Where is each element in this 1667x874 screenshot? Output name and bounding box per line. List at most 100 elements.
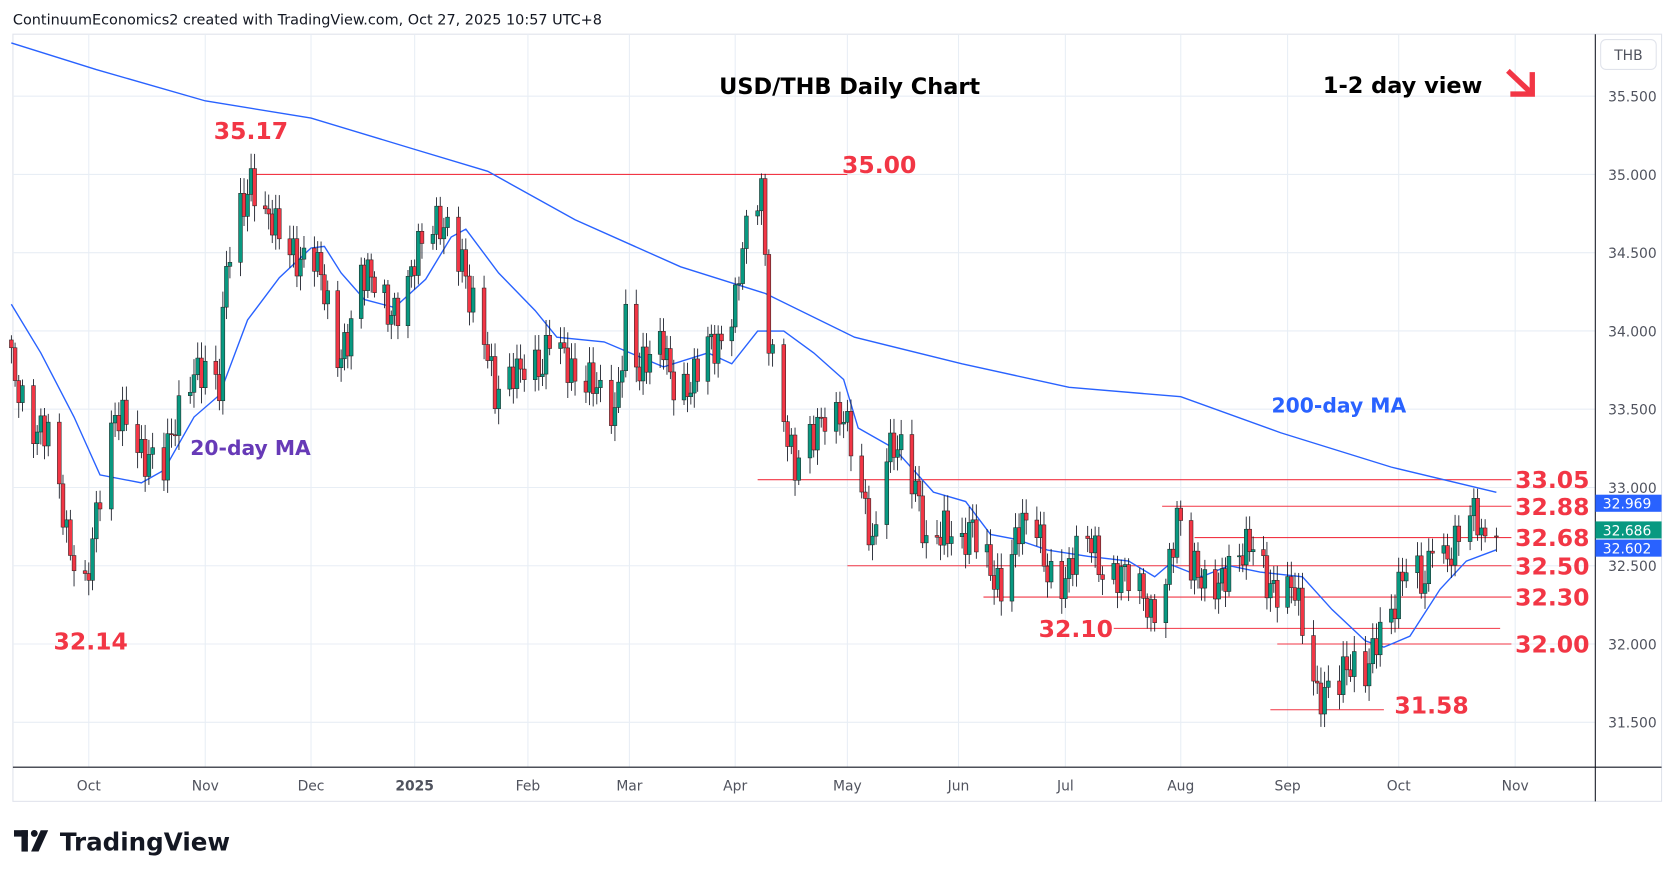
candle (685, 362, 690, 413)
candle (1167, 542, 1172, 591)
candle-body (870, 535, 875, 546)
candle (744, 209, 749, 264)
candle (1268, 569, 1273, 612)
candle-body (20, 385, 25, 403)
candle-body (1202, 569, 1208, 589)
candle (770, 339, 775, 367)
candle-body (619, 370, 625, 383)
candle-body (770, 344, 775, 354)
candle (419, 223, 425, 259)
candle (325, 280, 330, 320)
candle-body (623, 303, 628, 371)
candle (116, 402, 122, 441)
candle-body (514, 358, 520, 389)
candle-body (165, 433, 170, 481)
candle-body (1396, 571, 1401, 620)
candle-body (999, 568, 1004, 602)
candle (558, 327, 563, 365)
candle-body (744, 215, 749, 249)
candle (213, 345, 219, 390)
candle-body (1226, 555, 1232, 592)
time-tick-label: Mar (616, 779, 642, 795)
candle (938, 521, 943, 561)
candle (112, 402, 118, 437)
candle (511, 352, 516, 404)
candle (916, 465, 922, 512)
candle-body (715, 333, 721, 364)
candle (1300, 572, 1305, 644)
candle-body (262, 205, 268, 210)
candle-body (338, 358, 344, 369)
time-tick-label: Jul (1056, 779, 1074, 795)
candle (1013, 513, 1018, 568)
candle (395, 292, 401, 340)
candle (86, 562, 91, 596)
price-badge-label: 32.602 (1603, 541, 1652, 557)
tradingview-logo[interactable]: TradingView (13, 827, 230, 856)
candle-body (1145, 598, 1150, 618)
candle-body (572, 358, 578, 382)
candles (9, 153, 1499, 728)
candle (1115, 555, 1120, 609)
time-axis[interactable]: Oct Nov Dec 2025 Feb Mar Apr May Jun Jul Aug Sep Oct… (77, 779, 1529, 795)
candle (590, 347, 596, 407)
candle-body (1038, 524, 1043, 538)
candle-body (970, 519, 975, 523)
candle (959, 517, 965, 549)
candle-body (1152, 599, 1157, 623)
candle (1404, 558, 1409, 588)
candle (1020, 499, 1025, 555)
candle-body (1137, 573, 1142, 592)
candle-body (191, 374, 197, 393)
candle-body (252, 168, 257, 207)
candle (536, 335, 541, 391)
time-tick-label: Aug (1167, 779, 1194, 795)
candle (1378, 607, 1383, 667)
candle-body (1344, 656, 1350, 671)
candle-body (481, 287, 487, 345)
candle-body (318, 252, 324, 276)
candle (873, 511, 879, 545)
candle (146, 439, 152, 485)
candle (796, 450, 801, 486)
candle-body (695, 358, 700, 382)
candle (1494, 527, 1499, 552)
candle-body (719, 333, 724, 342)
candle-body (920, 495, 925, 544)
candle-body (822, 417, 828, 432)
candle (245, 179, 250, 232)
candle-body (1494, 535, 1499, 538)
candle-body (1479, 527, 1484, 536)
ma20-label: 20-day MA (190, 436, 311, 460)
candle (736, 276, 742, 301)
candle (995, 553, 1000, 598)
candle (863, 479, 868, 515)
candle-body (1348, 669, 1353, 677)
candle (470, 276, 476, 323)
candle (94, 490, 99, 553)
candle (866, 485, 872, 551)
candle-body (518, 358, 523, 370)
candle-body (492, 356, 498, 409)
candle-body (511, 366, 516, 389)
candle-body (949, 536, 954, 544)
candle (16, 374, 21, 418)
price-axis[interactable]: 35.500 35.000 34.500 34.000 33.500 33.000 32.5… (1608, 90, 1657, 732)
candle (489, 343, 494, 377)
candle (445, 207, 450, 237)
candle (1337, 665, 1342, 710)
candle-body (266, 208, 271, 215)
candle-body (766, 254, 772, 354)
candle-body (1188, 520, 1194, 581)
candle (1195, 542, 1201, 589)
candle-body (120, 399, 125, 432)
candle (1366, 648, 1372, 701)
candle-body (1404, 572, 1409, 582)
candle-body (38, 415, 44, 433)
candle (766, 249, 772, 366)
currency-button[interactable]: THB (1600, 38, 1657, 70)
price-tick-label: 34.000 (1608, 324, 1657, 340)
candle-body (489, 356, 494, 361)
